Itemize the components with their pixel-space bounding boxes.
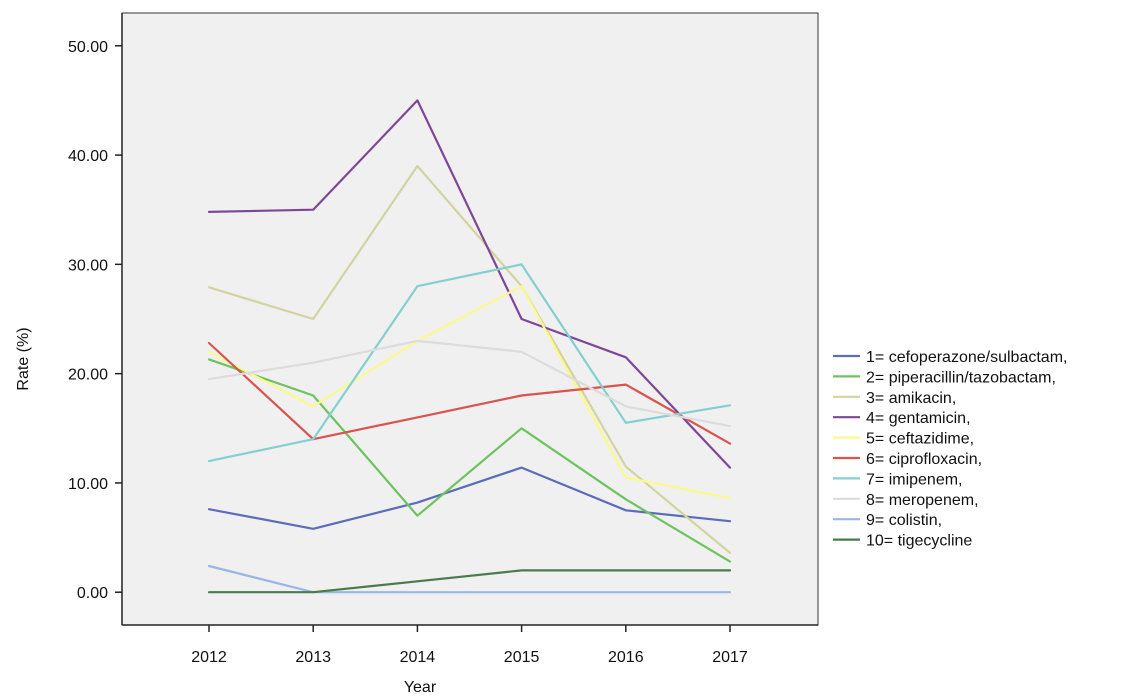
x-tick-label: 2014 [400,649,436,666]
series-line-8 [207,339,732,428]
legend-item: 1= cefoperazone/sulbactam, [833,349,1067,366]
x-tick-label: 2017 [712,649,748,666]
y-tick-label: 30.00 [68,257,108,274]
legend: 1= cefoperazone/sulbactam, 2= piperacilli… [833,349,1067,550]
legend-item: 7= imipenem, [833,471,963,488]
legend-item: 10= tigecycline [833,533,972,550]
legend-label: 7= imipenem, [866,471,963,488]
series-line-2 [207,358,732,563]
x-axis-title: Year [404,679,437,696]
x-tick-label: 2013 [295,649,331,666]
x-tick-label: 2015 [504,649,540,666]
plot-area [121,12,819,626]
legend-item: 9= colistin, [833,512,942,529]
series-line-10 [207,569,732,594]
legend-label: 6= ciprofloxacin, [866,451,982,468]
legend-label: 4= gentamicin, [866,410,971,427]
legend-label: 2= piperacillin/tazobactam, [866,369,1056,386]
legend-item: 2= piperacillin/tazobactam, [833,369,1056,386]
series-layer [207,99,732,594]
legend-label: 10= tigecycline [866,533,972,550]
x-tick-label: 2012 [191,649,227,666]
series-line-6 [207,341,732,445]
x-axis-ticks: 2012 2013 2014 2015 2016 2017 [191,625,748,666]
series-line-7 [207,263,732,463]
series-line-5 [207,285,732,500]
legend-item: 6= ciprofloxacin, [833,451,982,468]
legend-label: 8= meropenem, [866,492,979,509]
y-axis-ticks: 0.00 10.00 20.00 30.00 40.00 50.00 [68,39,122,602]
series-line-1 [207,466,732,530]
legend-label: 9= colistin, [866,512,942,529]
y-tick-label: 10.00 [68,476,108,493]
legend-item: 8= meropenem, [833,492,979,509]
legend-item: 4= gentamicin, [833,410,971,427]
y-tick-label: 20.00 [68,367,108,384]
legend-label: 3= amikacin, [866,390,956,407]
x-tick-label: 2016 [608,649,644,666]
series-line-9 [207,564,732,594]
y-tick-label: 40.00 [68,148,108,165]
legend-item: 3= amikacin, [833,390,956,407]
legend-label: 5= ceftazidime, [866,431,974,448]
y-tick-label: 0.00 [77,585,108,602]
legend-item: 5= ceftazidime, [833,431,974,448]
series-line-4 [207,99,732,469]
y-tick-label: 50.00 [68,39,108,56]
legend-label: 1= cefoperazone/sulbactam, [866,349,1067,366]
y-axis-title: Rate (%) [15,327,32,390]
